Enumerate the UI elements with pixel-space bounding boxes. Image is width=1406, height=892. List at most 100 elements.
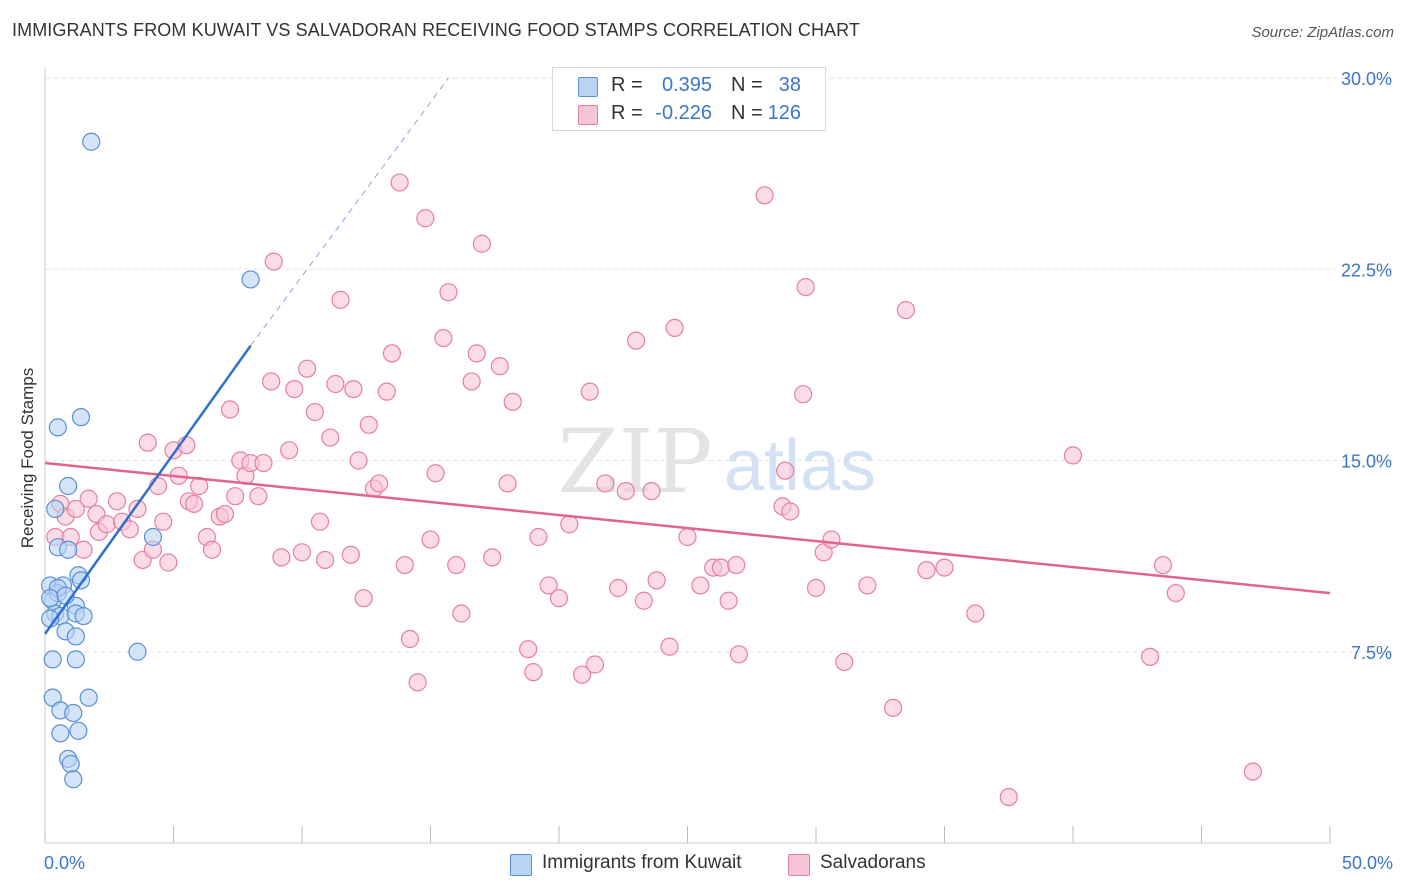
salvadorans-point (382, 344, 402, 363)
kuwait-point (69, 721, 88, 740)
salvadorans-point (835, 652, 854, 672)
salvadorans-point (159, 553, 178, 572)
salvadorans-point (370, 474, 389, 493)
salvadorans-point (1153, 555, 1173, 575)
stats-row-kuwait: R = 0.395 N = 38 (553, 72, 825, 100)
y-tick-label: 22.5% (1341, 260, 1392, 280)
salvadorans-point (524, 663, 543, 682)
salvadorans-point (298, 359, 317, 378)
salvadorans-point (660, 637, 679, 656)
salvadorans-point (634, 591, 653, 610)
salvadorans-point (573, 665, 592, 684)
salvadorans-point (647, 571, 666, 590)
kuwait-point (41, 589, 60, 608)
salvadorans-point (755, 186, 774, 205)
salvadorans-point (377, 382, 396, 401)
salvadorans-point (120, 520, 139, 539)
salvadorans-point (74, 540, 93, 559)
kuwait-point (46, 499, 65, 519)
salvadorans-point (310, 512, 330, 531)
salvadorans-point (691, 576, 710, 595)
legend-label: Salvadorans (820, 852, 926, 873)
kuwait-legend-swatch (510, 854, 532, 876)
salvadorans-point (359, 415, 378, 434)
salvadorans-point (434, 329, 453, 348)
salvadorans-point (262, 372, 281, 391)
kuwait-point (64, 703, 83, 723)
salvadorans-point (66, 499, 85, 519)
salvadorans-point (408, 673, 427, 692)
salvadorans-point (285, 380, 304, 399)
kuwait-point (66, 627, 85, 646)
salvadorans-point (490, 357, 509, 376)
salvadorans-point (781, 502, 800, 521)
chart-title: IMMIGRANTS FROM KUWAIT VS SALVADORAN REC… (12, 20, 861, 40)
salvadorans-point (719, 591, 738, 610)
kuwait-point (74, 606, 93, 626)
kuwait-point (66, 650, 85, 669)
salvadorans-point (272, 548, 291, 567)
r-label: R = (611, 74, 643, 96)
salvadorans-point (1166, 583, 1185, 603)
kuwait-point (61, 754, 80, 774)
n-value: 126 (767, 102, 801, 124)
salvadorans-point (616, 482, 635, 501)
salvadorans-point (97, 515, 116, 534)
salvadorans-point (264, 252, 283, 271)
kuwait-point (59, 476, 78, 496)
salvadorans-point (400, 629, 420, 649)
salvadorans-point (896, 300, 916, 320)
salvadorans-point (560, 515, 579, 534)
kuwait-point (143, 527, 163, 547)
salvadorans-point (729, 645, 749, 664)
kuwait-point (48, 418, 67, 437)
kuwait-points (41, 132, 260, 789)
salvadorans-point (472, 234, 491, 253)
salvadorans-point (390, 173, 409, 192)
salvadorans-point (452, 604, 471, 623)
trend-lines (43, 77, 1331, 635)
r-value: -0.226 (655, 102, 712, 124)
salvadorans-point (678, 527, 697, 547)
salvadorans-point (529, 527, 548, 547)
salvadorans-points (46, 173, 1263, 807)
salvadorans-point (519, 640, 538, 659)
salvadorans-point (1243, 762, 1263, 781)
salvadorans-point (794, 385, 813, 404)
salvadorans-point (1063, 446, 1083, 465)
salvadorans-point (341, 545, 360, 564)
n-label: N = (731, 102, 763, 124)
kuwait-point (71, 408, 91, 427)
kuwait-trend-line (43, 345, 252, 635)
watermark-atlas: atlas (724, 426, 876, 506)
salvadorans-point (280, 441, 299, 460)
salvadorans-point (215, 504, 234, 524)
salvadorans-point (447, 555, 466, 575)
r-value: 0.395 (661, 74, 712, 96)
kuwait-swatch (578, 77, 598, 97)
salvadorans-point (226, 487, 245, 506)
n-value: 38 (778, 74, 801, 96)
kuwait-point (79, 688, 98, 707)
salvadorans-point (344, 380, 363, 399)
salvadorans-point (349, 451, 368, 470)
salvadorans-point (609, 578, 628, 598)
salvadorans-point (421, 530, 440, 549)
salvadorans-point (503, 392, 522, 411)
watermark-zip: ZIP (557, 410, 712, 513)
y-tick-label: 7.5% (1351, 643, 1392, 663)
legend-label: Immigrants from Kuwait (542, 852, 742, 873)
salvadorans-point (354, 589, 373, 608)
salvadorans-point (316, 550, 335, 570)
x-tick-label: 0.0% (44, 853, 85, 873)
salvadorans-point (416, 209, 435, 228)
salvadorans-point (539, 576, 558, 595)
salvadorans-point (580, 382, 599, 401)
salvadorans-point (326, 374, 345, 394)
salvadorans-point (665, 318, 684, 337)
kuwait-point (241, 270, 260, 289)
n-label: N = (731, 74, 763, 96)
axes (44, 67, 1331, 844)
salvadorans-point (883, 698, 903, 717)
